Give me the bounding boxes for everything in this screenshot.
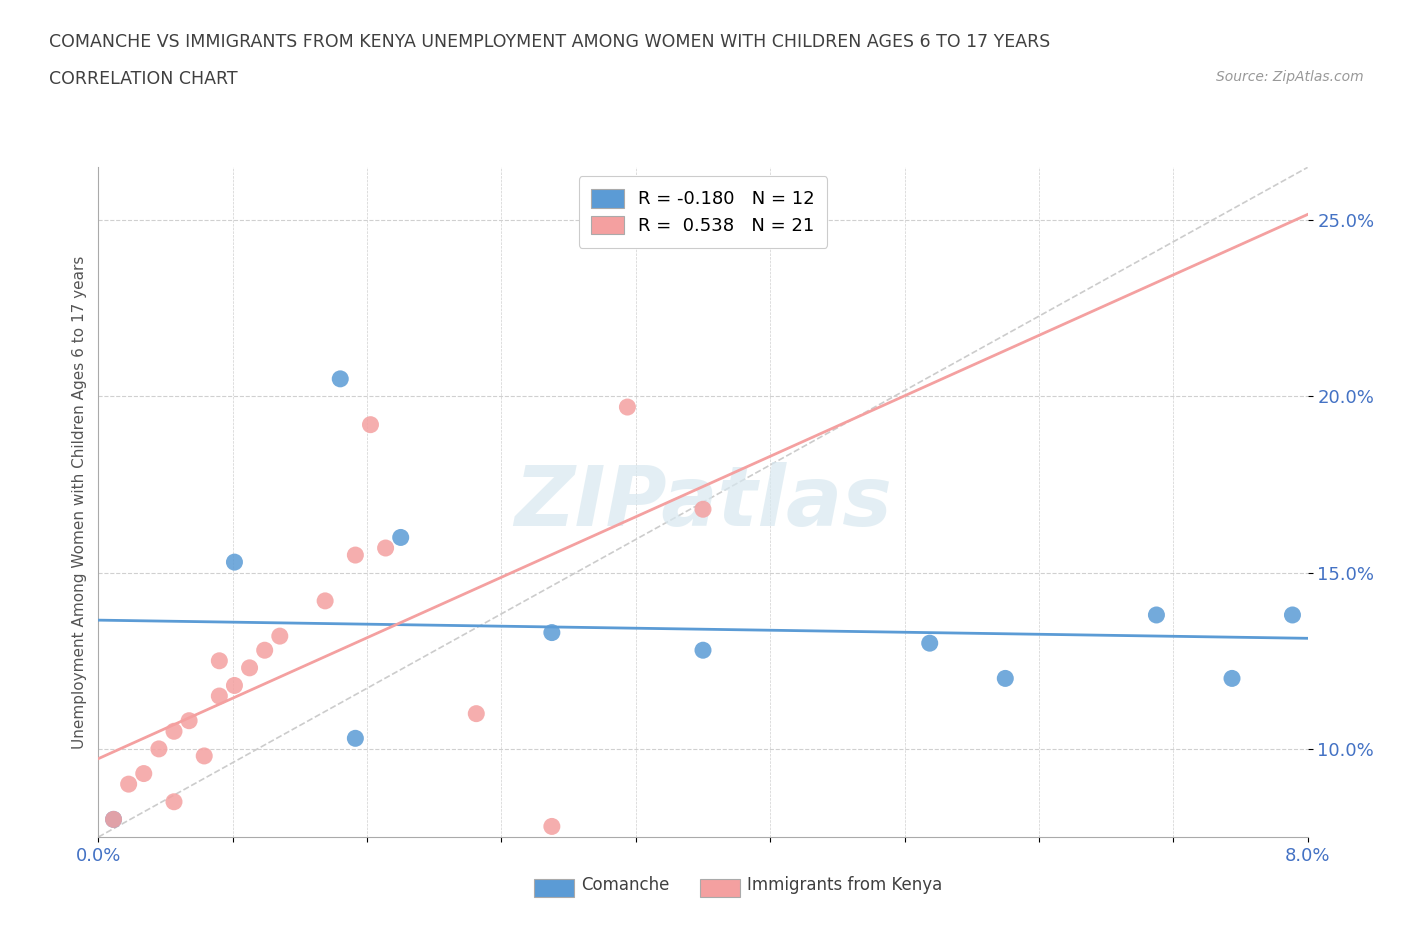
Point xyxy=(374,540,396,555)
Point xyxy=(329,371,352,386)
Point xyxy=(148,741,170,756)
Point xyxy=(1144,607,1167,622)
Point xyxy=(389,530,412,545)
Point xyxy=(692,643,714,658)
Point xyxy=(540,819,562,834)
Point xyxy=(239,660,262,675)
Point xyxy=(1281,607,1303,622)
Point xyxy=(224,554,246,569)
Point xyxy=(224,678,246,693)
Point xyxy=(359,418,381,432)
Point xyxy=(163,724,186,738)
Text: ZIPatlas: ZIPatlas xyxy=(515,461,891,543)
Point xyxy=(179,713,201,728)
Text: Source: ZipAtlas.com: Source: ZipAtlas.com xyxy=(1216,70,1364,84)
Point xyxy=(132,766,155,781)
Y-axis label: Unemployment Among Women with Children Ages 6 to 17 years: Unemployment Among Women with Children A… xyxy=(72,256,87,749)
Text: Comanche: Comanche xyxy=(581,876,669,895)
Point xyxy=(540,625,562,640)
Point xyxy=(118,777,141,791)
Point xyxy=(269,629,291,644)
Text: COMANCHE VS IMMIGRANTS FROM KENYA UNEMPLOYMENT AMONG WOMEN WITH CHILDREN AGES 6 : COMANCHE VS IMMIGRANTS FROM KENYA UNEMPL… xyxy=(49,33,1050,50)
Point xyxy=(344,548,367,563)
Point xyxy=(103,812,125,827)
Point xyxy=(918,636,941,651)
Point xyxy=(314,593,336,608)
Point xyxy=(465,706,488,721)
Point xyxy=(193,749,215,764)
Point xyxy=(163,794,186,809)
Point xyxy=(692,502,714,517)
Point xyxy=(208,688,231,703)
Text: CORRELATION CHART: CORRELATION CHART xyxy=(49,70,238,87)
Point xyxy=(253,643,276,658)
Point xyxy=(103,812,125,827)
Legend: R = -0.180   N = 12, R =  0.538   N = 21: R = -0.180 N = 12, R = 0.538 N = 21 xyxy=(579,177,827,247)
Point xyxy=(616,400,638,415)
Point xyxy=(344,731,367,746)
Point xyxy=(994,671,1017,685)
Text: Immigrants from Kenya: Immigrants from Kenya xyxy=(747,876,942,895)
Point xyxy=(208,654,231,669)
Point xyxy=(1220,671,1243,685)
